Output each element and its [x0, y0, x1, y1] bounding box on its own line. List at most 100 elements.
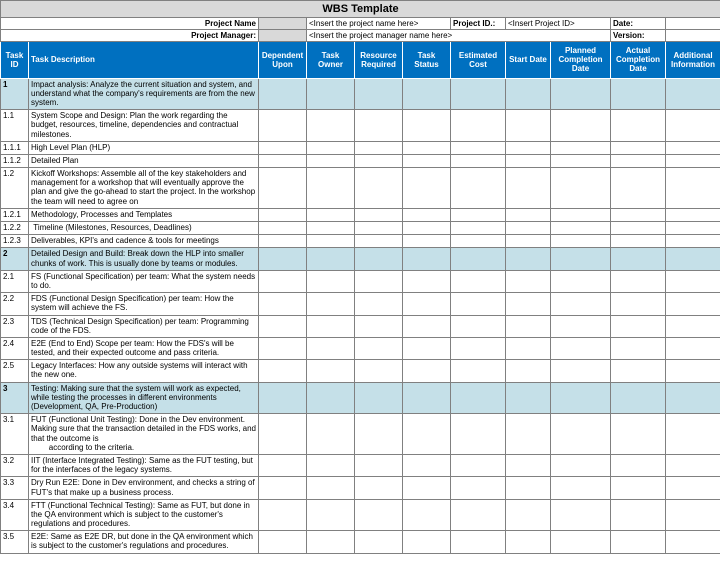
empty-cell[interactable]	[666, 78, 720, 110]
empty-cell[interactable]	[666, 235, 720, 248]
empty-cell[interactable]	[403, 110, 451, 142]
empty-cell[interactable]	[307, 315, 355, 337]
empty-cell[interactable]	[355, 499, 403, 531]
empty-cell[interactable]	[307, 293, 355, 315]
empty-cell[interactable]	[403, 235, 451, 248]
empty-cell[interactable]	[259, 454, 307, 476]
empty-cell[interactable]	[355, 235, 403, 248]
empty-cell[interactable]	[611, 531, 666, 553]
empty-cell[interactable]	[551, 454, 611, 476]
empty-cell[interactable]	[307, 78, 355, 110]
empty-cell[interactable]	[551, 337, 611, 359]
empty-cell[interactable]	[666, 222, 720, 235]
empty-cell[interactable]	[506, 222, 551, 235]
empty-cell[interactable]	[259, 110, 307, 142]
empty-cell[interactable]	[355, 110, 403, 142]
empty-cell[interactable]	[551, 270, 611, 292]
empty-cell[interactable]	[611, 477, 666, 499]
empty-cell[interactable]	[666, 382, 720, 414]
empty-cell[interactable]	[259, 248, 307, 270]
empty-cell[interactable]	[611, 270, 666, 292]
empty-cell[interactable]	[666, 154, 720, 167]
empty-cell[interactable]	[403, 315, 451, 337]
empty-cell[interactable]	[666, 208, 720, 221]
empty-cell[interactable]	[451, 141, 506, 154]
empty-cell[interactable]	[403, 154, 451, 167]
empty-cell[interactable]	[451, 270, 506, 292]
empty-cell[interactable]	[666, 315, 720, 337]
empty-cell[interactable]	[451, 154, 506, 167]
empty-cell[interactable]	[451, 222, 506, 235]
empty-cell[interactable]	[451, 208, 506, 221]
empty-cell[interactable]	[551, 499, 611, 531]
empty-cell[interactable]	[259, 222, 307, 235]
empty-cell[interactable]	[259, 235, 307, 248]
empty-cell[interactable]	[506, 168, 551, 209]
empty-cell[interactable]	[451, 531, 506, 553]
empty-cell[interactable]	[355, 414, 403, 455]
empty-cell[interactable]	[666, 414, 720, 455]
empty-cell[interactable]	[307, 360, 355, 382]
pm-value[interactable]	[259, 30, 307, 42]
empty-cell[interactable]	[611, 337, 666, 359]
empty-cell[interactable]	[551, 531, 611, 553]
empty-cell[interactable]	[666, 337, 720, 359]
empty-cell[interactable]	[355, 154, 403, 167]
empty-cell[interactable]	[506, 531, 551, 553]
empty-cell[interactable]	[551, 168, 611, 209]
empty-cell[interactable]	[355, 337, 403, 359]
empty-cell[interactable]	[403, 168, 451, 209]
empty-cell[interactable]	[506, 454, 551, 476]
empty-cell[interactable]	[666, 168, 720, 209]
empty-cell[interactable]	[666, 360, 720, 382]
empty-cell[interactable]	[355, 531, 403, 553]
empty-cell[interactable]	[666, 110, 720, 142]
empty-cell[interactable]	[611, 248, 666, 270]
empty-cell[interactable]	[451, 382, 506, 414]
empty-cell[interactable]	[307, 222, 355, 235]
empty-cell[interactable]	[506, 141, 551, 154]
empty-cell[interactable]	[451, 414, 506, 455]
empty-cell[interactable]	[355, 168, 403, 209]
date-value[interactable]	[666, 18, 720, 30]
empty-cell[interactable]	[451, 360, 506, 382]
empty-cell[interactable]	[259, 315, 307, 337]
empty-cell[interactable]	[506, 315, 551, 337]
empty-cell[interactable]	[355, 78, 403, 110]
project-name-value[interactable]	[259, 18, 307, 30]
empty-cell[interactable]	[259, 154, 307, 167]
empty-cell[interactable]	[403, 382, 451, 414]
empty-cell[interactable]	[403, 222, 451, 235]
empty-cell[interactable]	[259, 531, 307, 553]
empty-cell[interactable]	[551, 477, 611, 499]
empty-cell[interactable]	[551, 414, 611, 455]
empty-cell[interactable]	[403, 248, 451, 270]
empty-cell[interactable]	[355, 315, 403, 337]
empty-cell[interactable]	[611, 499, 666, 531]
empty-cell[interactable]	[403, 360, 451, 382]
empty-cell[interactable]	[666, 141, 720, 154]
empty-cell[interactable]	[611, 208, 666, 221]
empty-cell[interactable]	[259, 78, 307, 110]
empty-cell[interactable]	[259, 337, 307, 359]
empty-cell[interactable]	[307, 337, 355, 359]
empty-cell[interactable]	[506, 382, 551, 414]
empty-cell[interactable]	[403, 414, 451, 455]
empty-cell[interactable]	[307, 168, 355, 209]
empty-cell[interactable]	[451, 293, 506, 315]
empty-cell[interactable]	[307, 248, 355, 270]
empty-cell[interactable]	[611, 235, 666, 248]
version-value[interactable]	[666, 30, 720, 42]
empty-cell[interactable]	[307, 454, 355, 476]
empty-cell[interactable]	[551, 293, 611, 315]
empty-cell[interactable]	[611, 414, 666, 455]
empty-cell[interactable]	[259, 141, 307, 154]
empty-cell[interactable]	[451, 78, 506, 110]
empty-cell[interactable]	[451, 248, 506, 270]
empty-cell[interactable]	[451, 499, 506, 531]
empty-cell[interactable]	[506, 248, 551, 270]
empty-cell[interactable]	[451, 454, 506, 476]
empty-cell[interactable]	[307, 477, 355, 499]
empty-cell[interactable]	[611, 141, 666, 154]
empty-cell[interactable]	[355, 293, 403, 315]
